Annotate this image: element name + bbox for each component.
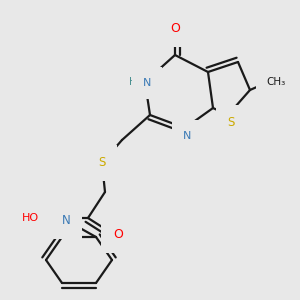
Text: S: S	[98, 157, 106, 169]
Text: S: S	[227, 116, 235, 130]
Text: O: O	[170, 22, 180, 34]
Text: CH₃: CH₃	[266, 77, 286, 87]
Text: N: N	[143, 78, 151, 88]
Text: O: O	[113, 227, 123, 241]
Text: N: N	[183, 131, 191, 141]
Text: N: N	[61, 214, 70, 227]
Text: HO: HO	[21, 213, 39, 223]
Text: H: H	[129, 77, 137, 87]
Text: H: H	[62, 205, 70, 215]
